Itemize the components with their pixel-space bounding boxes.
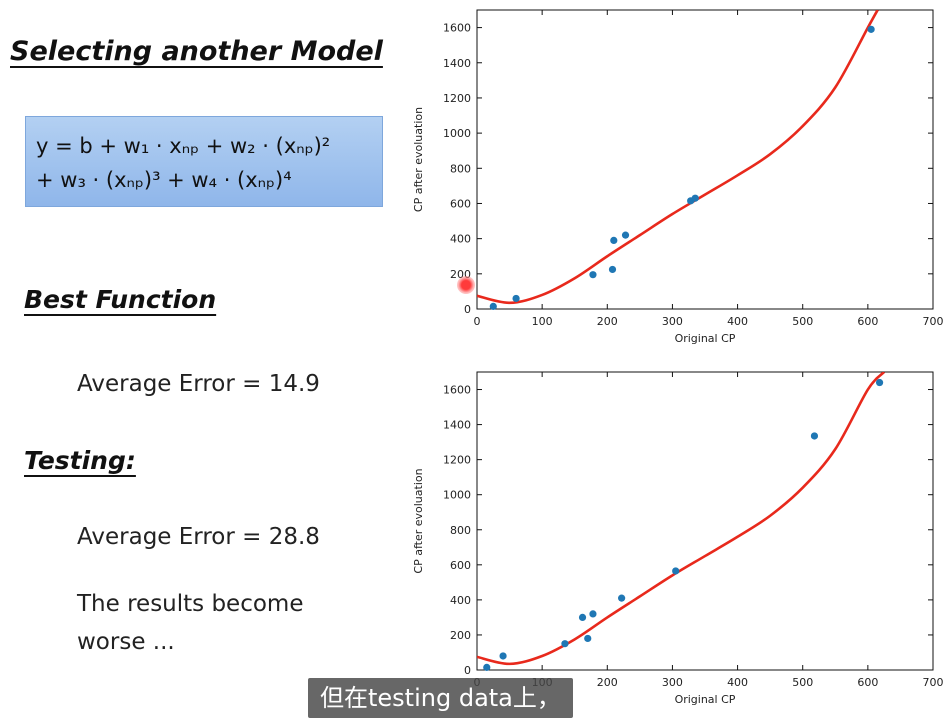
fitted-curve: [477, 372, 886, 666]
data-point: [489, 302, 497, 310]
formula-line-1: y = b + w₁ · xₙₚ + w₂ · (xₙₚ)²: [36, 134, 331, 158]
x-axis-label: Original CP: [675, 693, 736, 706]
data-point: [672, 567, 680, 575]
data-point: [621, 231, 630, 239]
y-tick-label: 800: [450, 524, 471, 537]
data-point: [578, 613, 587, 622]
x-tick-label: 200: [597, 315, 618, 328]
data-point: [512, 294, 520, 303]
data-point: [810, 432, 819, 440]
data-point: [483, 663, 491, 671]
video-subtitle: 但在testing data上，: [308, 678, 573, 718]
data-point: [618, 594, 626, 602]
data-point: [499, 652, 507, 660]
x-tick-label: 0: [474, 315, 481, 328]
y-tick-label: 600: [450, 197, 471, 210]
y-axis-label: CP after evoluation: [412, 468, 425, 573]
data-point: [589, 610, 597, 618]
y-tick-label: 1200: [443, 92, 471, 105]
results-line-2: worse ...: [77, 629, 175, 655]
y-tick-label: 200: [450, 629, 471, 642]
y-tick-label: 1600: [443, 384, 471, 397]
plot-frame: [476, 371, 934, 671]
y-tick-label: 1000: [443, 127, 471, 140]
data-point: [610, 236, 618, 245]
x-tick-label: 300: [662, 315, 683, 328]
y-tick-label: 1200: [443, 454, 471, 467]
testing-heading: Testing:: [24, 446, 136, 475]
results-line-1: The results become: [77, 591, 304, 617]
x-tick-label: 500: [792, 315, 813, 328]
y-tick-label: 1400: [443, 57, 471, 70]
x-tick-label: 500: [792, 676, 813, 689]
y-tick-label: 400: [450, 594, 471, 607]
x-tick-label: 400: [727, 315, 748, 328]
data-point: [608, 265, 617, 274]
formula-line-2: + w₃ · (xₙₚ)³ + w₄ · (xₙₚ)⁴: [36, 168, 292, 192]
testing-error-text: Average Error = 28.8: [77, 524, 320, 550]
x-tick-label: 400: [727, 676, 748, 689]
x-tick-label: 600: [857, 315, 878, 328]
data-point: [561, 640, 569, 648]
y-tick-label: 0: [464, 303, 471, 316]
y-tick-label: 0: [464, 664, 471, 677]
y-tick-label: 1400: [443, 419, 471, 432]
plot-frame: [476, 9, 934, 310]
pointer-highlight: [457, 276, 475, 294]
results-note: The results become worse ...: [77, 585, 303, 661]
y-tick-label: 400: [450, 233, 471, 246]
y-tick-label: 1000: [443, 489, 471, 502]
x-tick-label: 300: [662, 676, 683, 689]
x-axis-label: Original CP: [675, 332, 736, 345]
data-point: [867, 25, 875, 33]
y-axis-label: CP after evoluation: [412, 107, 425, 212]
training-error-text: Average Error = 14.9: [77, 371, 320, 397]
y-tick-label: 1600: [443, 22, 471, 35]
training-chart: 0 100 200 300 400 500 600 700020040060080010001…: [412, 9, 944, 345]
data-point: [875, 378, 884, 387]
data-point: [589, 271, 597, 279]
x-tick-label: 200: [597, 676, 618, 689]
data-point: [584, 634, 592, 643]
data-point: [691, 194, 699, 202]
x-tick-label: 700: [923, 676, 944, 689]
y-tick-label: 800: [450, 162, 471, 175]
best-function-heading: Best Function: [24, 285, 217, 314]
testing-chart: 0100200300400500600700020040060080010001…: [412, 371, 944, 706]
x-tick-label: 700: [923, 315, 944, 328]
x-tick-label: 600: [857, 676, 878, 689]
x-tick-label: 100: [532, 315, 553, 328]
formula-box: y = b + w₁ · xₙₚ + w₂ · (xₙₚ)² + w₃ · (x…: [25, 116, 383, 207]
slide-title: Selecting another Model: [10, 36, 383, 67]
y-tick-label: 600: [450, 559, 471, 572]
